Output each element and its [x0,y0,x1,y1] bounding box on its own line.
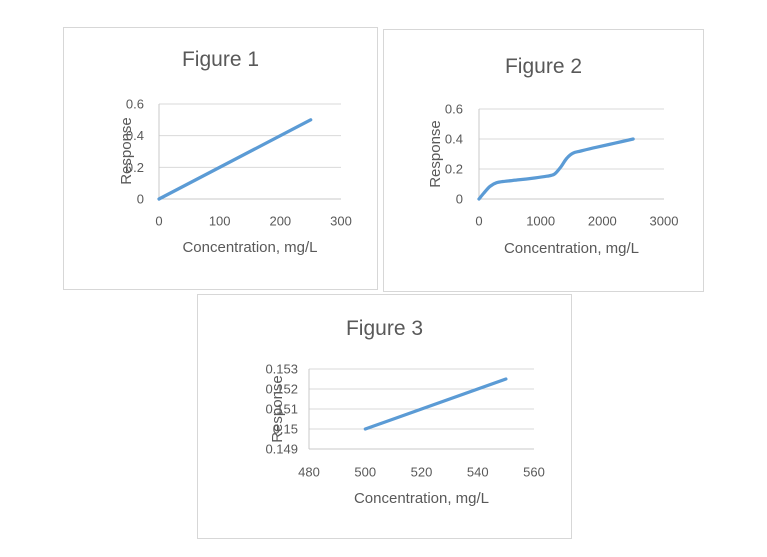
figure-3-y-tick-label: 0.153 [265,362,298,377]
figure-3-title: Figure 3 [345,317,424,340]
figure-3-plot-area: 0.149 0.15 0.151 0.152 0.153 480 500 520 540 560 [265,362,545,480]
figure-2-series-line [477,137,635,201]
figure-1-y-tick-label: 0 [137,192,144,207]
figure-2-plot-area: 0 0.2 0.4 0.6 0 1000 2000 3000 [445,102,679,229]
figure-1-title: Figure 1 [181,48,260,71]
figure-3-x-tick-label: 560 [523,465,545,480]
figure-1-y-tick-label: 0.2 [126,160,144,175]
figure-2-x-tick-label: 3000 [650,214,679,229]
figure-3-panel: Figure 3 Response Concentration, mg/L 0.… [197,294,572,539]
figure-3-x-tick-label: 500 [354,465,376,480]
figure-2-y-tick-label: 0.6 [445,102,463,117]
figure-2-y-tick-label: 0.2 [445,162,463,177]
figure-3-x-tick-label: 540 [467,465,489,480]
figure-2-x-axis-title: Concentration, mg/L [503,240,640,257]
figure-1-x-tick-label: 100 [209,214,231,229]
figure-3-x-tick-label: 520 [411,465,433,480]
figure-2-y-tick-label: 0 [456,192,463,207]
figure-1-y-tick-label: 0.6 [126,97,144,112]
figure-1-x-tick-label: 200 [269,214,291,229]
figure-3-y-tick-label: 0.152 [265,382,298,397]
figure-3-y-tick-label: 0.15 [273,422,298,437]
figure-2-x-tick-label: 0 [475,214,482,229]
figure-1-x-tick-label: 0 [155,214,162,229]
figure-2-x-tick-label: 1000 [526,214,555,229]
figure-1-x-axis-title: Concentration, mg/L [182,239,318,256]
figure-2-title: Figure 2 [504,55,583,78]
figure-2-x-tick-label: 2000 [588,214,617,229]
figure-3-y-tick-label: 0.151 [265,402,298,417]
figure-1-x-tick-label: 300 [330,214,352,229]
figure-3-series-line [363,377,508,431]
figure-1-series-line [157,118,313,201]
figure-1-plot-area: 0 0.2 0.4 0.6 0 100 200 300 [126,97,352,229]
figure-1-y-tick-label: 0.4 [126,128,144,143]
figure-2-y-tick-label: 0.4 [445,132,463,147]
figure-3-x-axis-title: Concentration, mg/L [353,490,490,507]
figure-3-x-tick-label: 480 [298,465,320,480]
figure-3-y-tick-label: 0.149 [265,442,298,457]
